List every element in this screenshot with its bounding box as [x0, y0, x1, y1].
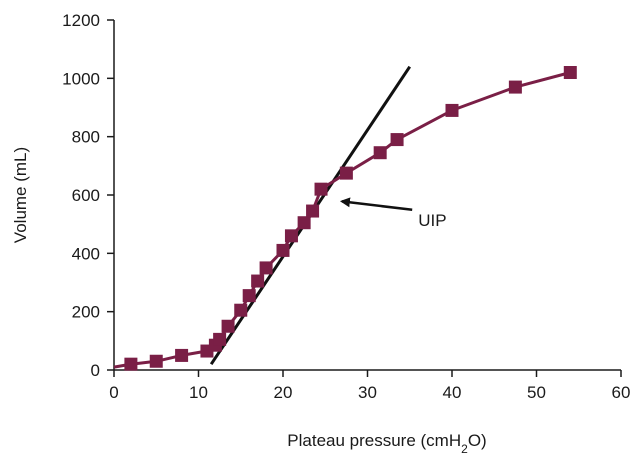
data-point	[508, 80, 522, 94]
x-axis-title-main: Plateau pressure (cmH	[287, 431, 461, 450]
data-point	[314, 182, 328, 196]
y-tick-label: 0	[91, 361, 100, 380]
series-group	[113, 66, 577, 371]
data-point	[306, 204, 320, 218]
data-point	[149, 354, 163, 368]
x-tick-label: 10	[189, 383, 208, 402]
annotations-group: UIP	[339, 197, 447, 230]
data-point	[563, 66, 577, 79]
data-point	[124, 357, 138, 371]
x-tick-label: 0	[109, 383, 118, 402]
data-point	[297, 216, 311, 230]
annotation-arrow	[339, 197, 413, 212]
data-point	[390, 133, 404, 147]
x-tick-label: 60	[612, 383, 631, 402]
data-point	[445, 103, 459, 117]
data-point	[373, 146, 387, 160]
x-axis-title-subscript: 2	[461, 442, 468, 456]
data-point	[276, 243, 290, 257]
y-tick-label: 400	[72, 244, 100, 263]
series-line	[113, 71, 571, 369]
data-point	[339, 166, 353, 180]
y-tick-label: 200	[72, 303, 100, 322]
annotation-label: UIP	[418, 211, 446, 230]
data-point	[213, 332, 227, 346]
y-tick-label: 1000	[62, 69, 100, 88]
x-axis-title-end: O)	[468, 431, 487, 450]
x-tick-label: 40	[443, 383, 462, 402]
y-tick-label: 800	[72, 128, 100, 147]
x-axis-title: Plateau pressure (cmH2O)	[287, 431, 486, 456]
data-point	[251, 274, 265, 288]
y-axis-title: Volume (mL)	[11, 147, 30, 243]
y-tick-label: 600	[72, 186, 100, 205]
data-point	[242, 289, 256, 303]
y-tick-label: 1200	[62, 11, 100, 30]
x-tick-label: 20	[274, 383, 293, 402]
data-point	[234, 303, 248, 317]
data-point	[284, 229, 298, 243]
data-point	[175, 348, 189, 362]
data-point	[221, 319, 235, 333]
data-point	[259, 261, 273, 275]
x-tick-label: 50	[527, 383, 546, 402]
x-tick-label: 30	[358, 383, 377, 402]
